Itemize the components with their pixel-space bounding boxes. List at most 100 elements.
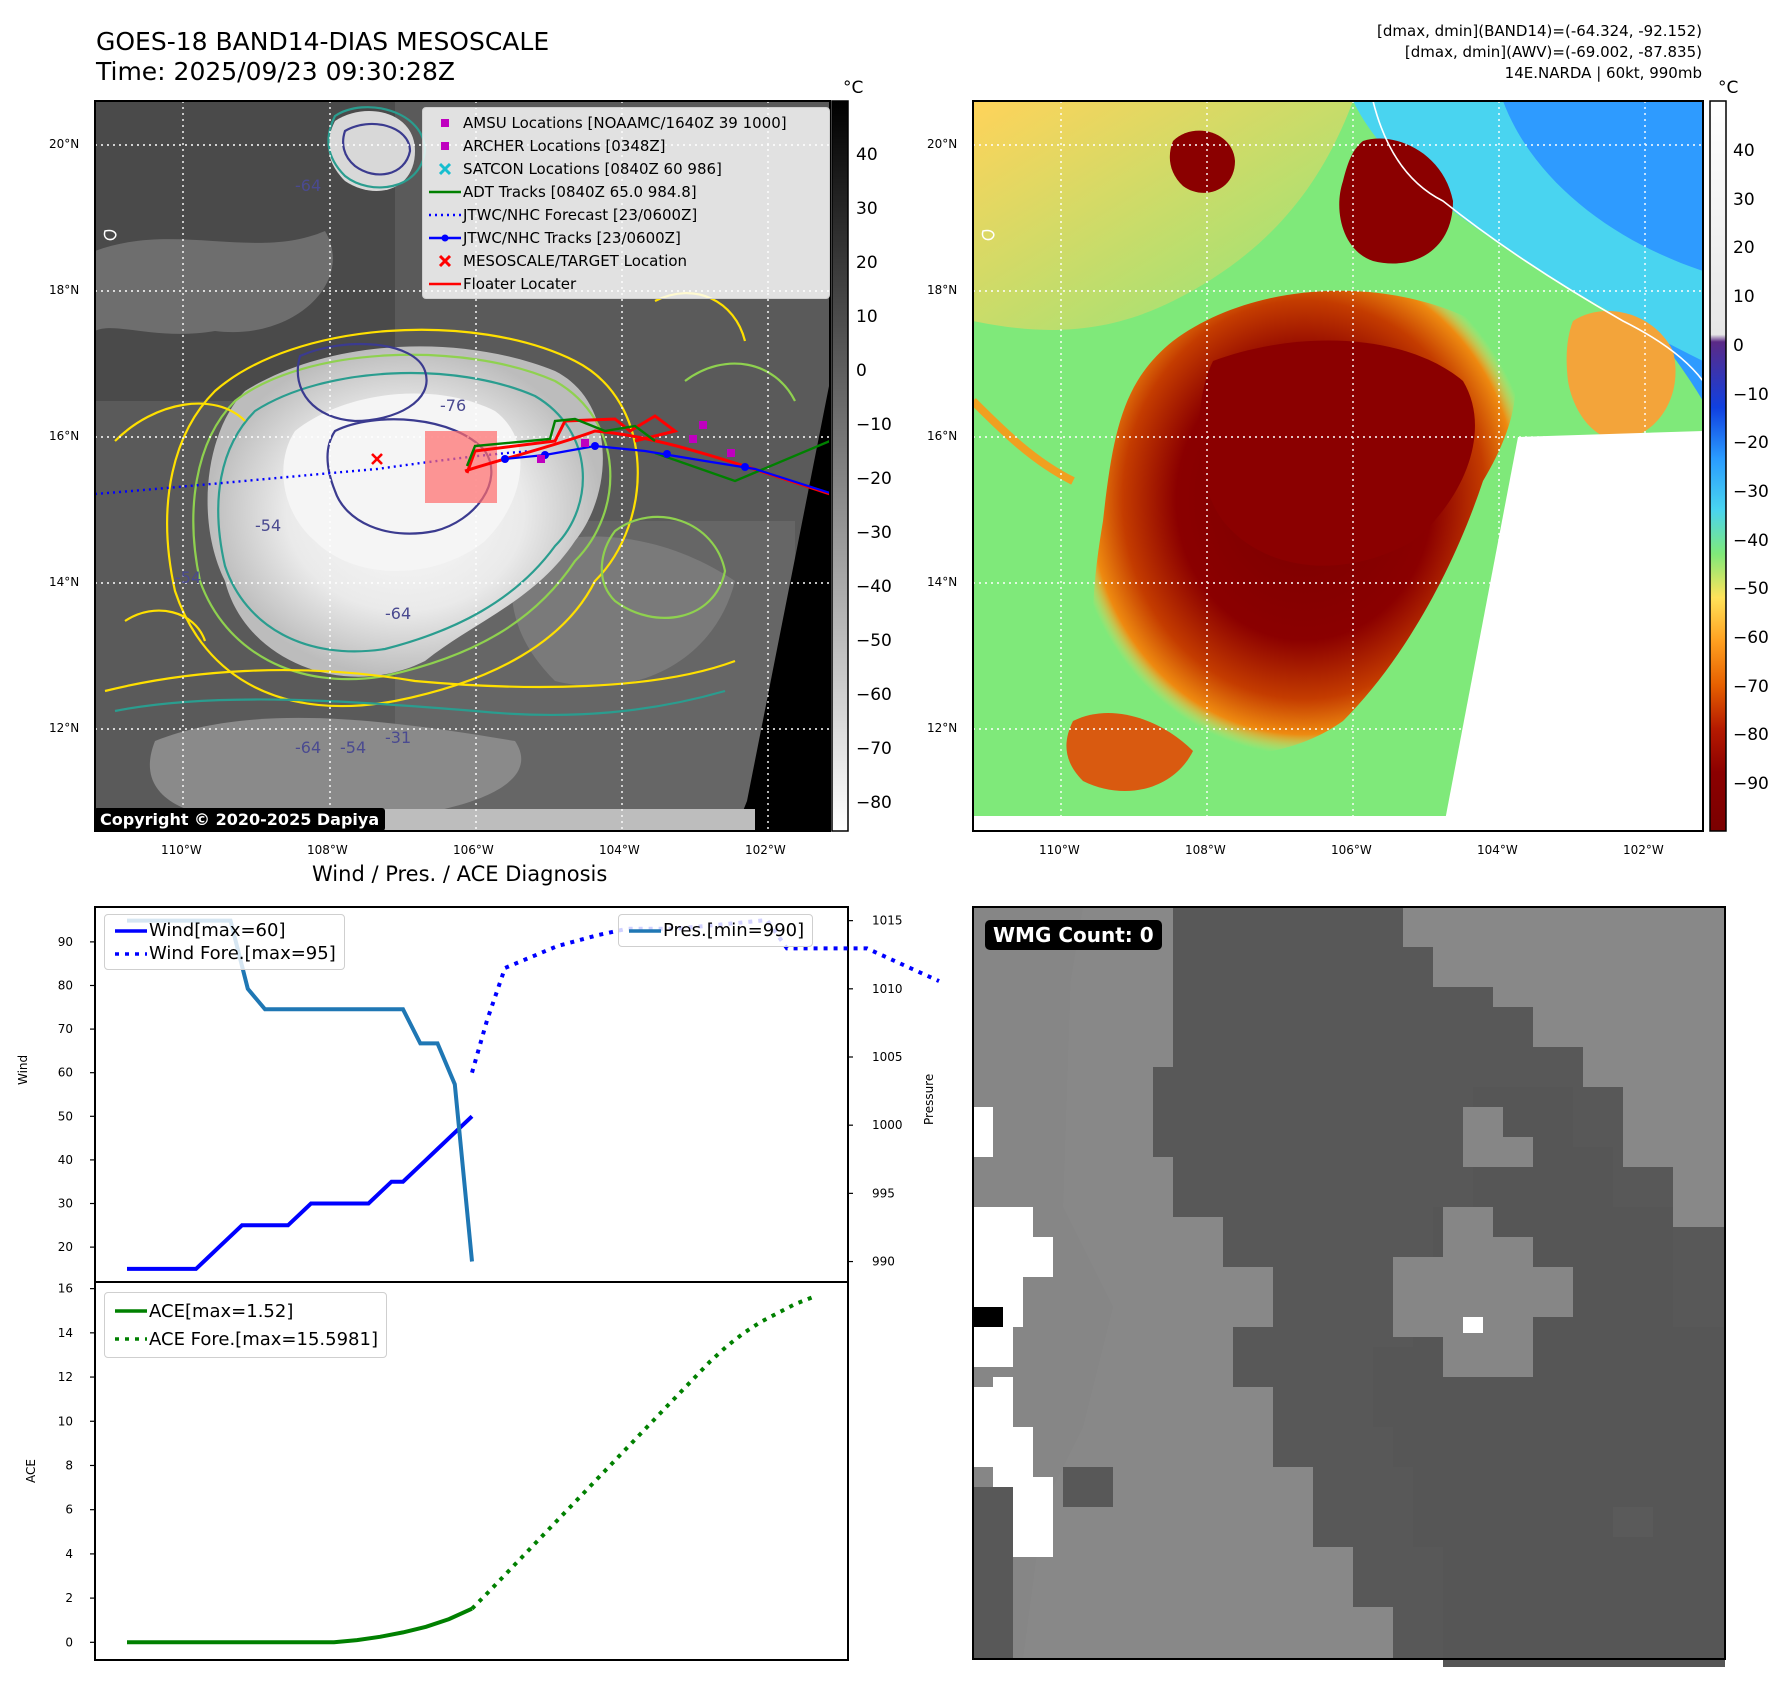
colorbar-tick-label: −50 — [1733, 579, 1769, 600]
wind-tick-label: 50 — [58, 1109, 73, 1123]
map-legend-item: ARCHER Locations [0348Z] — [427, 134, 825, 157]
lat-tick-label: 14°N — [927, 575, 958, 589]
ace-tick-label: 14 — [58, 1326, 73, 1340]
lon-tick-label: 104°W — [1477, 843, 1518, 857]
contour-label: -64 — [295, 176, 321, 195]
lat-tick-label: 18°N — [49, 283, 80, 297]
stats-line1: [dmax, dmin](BAND14)=(-64.324, -92.152) — [1377, 22, 1702, 40]
colorbar-tick-label: −50 — [856, 631, 892, 651]
contour-label: -54 — [175, 568, 201, 587]
lat-tick-label: 20°N — [49, 137, 80, 151]
ace-legend-item: ACE[max=1.52] — [115, 1300, 294, 1322]
figure-title-line1: GOES-18 BAND14-DIAS MESOSCALE — [96, 27, 550, 56]
lat-tick-label: 16°N — [927, 429, 958, 443]
ir-colorbar — [831, 100, 849, 832]
pressure-legend: Pres.[min=990] — [618, 914, 814, 947]
map-legend: AMSU Locations [NOAAMC/1640Z 39 1000] ARC… — [422, 107, 830, 299]
lon-tick-label: 106°W — [453, 843, 494, 857]
ace-tick-label: 8 — [65, 1458, 73, 1472]
wind-legend-item: Wind[max=60] — [115, 920, 286, 941]
pressure-tick-label: 1015 — [872, 914, 903, 928]
colorbar-tick-label: 0 — [856, 361, 867, 381]
map-legend-item: SATCON Locations [0840Z 60 986] — [427, 157, 825, 180]
ace-axes-frame — [94, 1281, 849, 1661]
pressure-tick-label: 990 — [872, 1255, 895, 1269]
ace-line — [127, 1606, 473, 1645]
lat-tick-label: 12°N — [927, 721, 958, 735]
colorbar-tick-label: 20 — [856, 253, 878, 273]
colorbar-tick-label: −80 — [856, 793, 892, 813]
map-legend-item: Floater Locater — [429, 274, 577, 293]
colorbar-tick-label: −90 — [1733, 774, 1769, 795]
contour-label: -31 — [385, 728, 411, 747]
lon-tick-label: 110°W — [161, 843, 202, 857]
colorbar-tick-label: 30 — [856, 199, 878, 219]
lon-tick-label: 110°W — [1039, 843, 1080, 857]
pressure-axis-label: Pressure — [922, 1073, 936, 1125]
wind-tick-label: 70 — [58, 1022, 73, 1036]
copyright-label: Copyright © 2020-2025 Dapiya — [94, 808, 386, 831]
wind-tick-label: 60 — [58, 1066, 73, 1080]
wmg-count-badge: WMG Count: 0 — [985, 920, 1162, 950]
awv-colorbar-unit: °C — [1718, 78, 1739, 98]
pressure-tick-label: 1005 — [872, 1050, 903, 1064]
ir-colorbar-unit: °C — [843, 78, 864, 98]
ace-forecast-line — [470, 1295, 813, 1611]
colorbar-tick-label: 10 — [856, 307, 878, 327]
lon-tick-label: 108°W — [1185, 843, 1226, 857]
ace-legend: ACE[max=1.52] ACE Fore.[max=15.5981] — [104, 1292, 387, 1358]
lat-tick-label: 12°N — [49, 721, 80, 735]
map-legend-item: MESOSCALE/TARGET Location — [427, 249, 825, 272]
lon-tick-label: 104°W — [599, 843, 640, 857]
pressure-legend-item: Pres.[min=990] — [629, 920, 805, 941]
lon-tick-label: 108°W — [307, 843, 348, 857]
colorbar-tick-label: 40 — [856, 145, 878, 165]
wind-forecast-line — [470, 917, 940, 1074]
contour-label: -54 — [255, 516, 281, 535]
wind-tick-label: 30 — [58, 1197, 73, 1211]
lat-tick-label: 14°N — [49, 575, 80, 589]
wind-legend: Wind[max=60] Wind Fore.[max=95] — [104, 914, 345, 970]
wind-line — [127, 1114, 474, 1271]
ace-axis-label: ACE — [24, 1459, 38, 1483]
colorbar-tick-label: 20 — [1733, 238, 1755, 259]
pressure-tick-label: 1000 — [872, 1118, 903, 1132]
ace-forecast-legend-item: ACE Fore.[max=15.5981] — [115, 1328, 378, 1350]
ace-tick-label: 2 — [65, 1591, 73, 1605]
contour-label: -54 — [340, 738, 366, 757]
lat-tick-label: 20°N — [927, 137, 958, 151]
ace-tick-label: 12 — [58, 1370, 73, 1384]
awv-map — [972, 100, 1704, 832]
map-legend-item: ADT Tracks [0840Z 65.0 984.8] — [429, 182, 697, 201]
wind-axis-label: Wind — [16, 1054, 30, 1085]
wind-tick-label: 90 — [58, 935, 73, 949]
lat-tick-label: 16°N — [49, 429, 80, 443]
colorbar-tick-label: −20 — [1733, 433, 1769, 454]
colorbar-tick-label: −20 — [856, 469, 892, 489]
stats-line2: [dmax, dmin](AWV)=(-69.002, -87.835) — [1404, 43, 1702, 61]
lon-tick-label: 106°W — [1331, 843, 1372, 857]
colorbar-tick-label: 10 — [1733, 287, 1755, 308]
ace-tick-label: 4 — [65, 1547, 73, 1561]
colorbar-tick-label: −60 — [856, 685, 892, 705]
colorbar-tick-label: −70 — [856, 739, 892, 759]
contour-label: -76 — [440, 396, 466, 415]
wind-tick-label: 40 — [58, 1153, 73, 1167]
ace-tick-label: 6 — [65, 1503, 73, 1517]
colorbar-tick-label: −40 — [1733, 530, 1769, 551]
lat-tick-label: 18°N — [927, 283, 958, 297]
figure-title-line2: Time: 2025/09/23 09:30:28Z — [96, 57, 455, 86]
colorbar-tick-label: −80 — [1733, 725, 1769, 746]
lon-tick-label: 102°W — [745, 843, 786, 857]
awv-colorbar — [1709, 100, 1727, 832]
map-legend-item: JTWC/NHC Forecast [23/0600Z] — [429, 205, 698, 224]
wind-forecast-legend-item: Wind Fore.[max=95] — [115, 943, 336, 964]
colorbar-tick-label: −10 — [856, 415, 892, 435]
map-legend-item: JTWC/NHC Tracks [23/0600Z] — [427, 226, 825, 249]
wind-tick-label: 20 — [58, 1240, 73, 1254]
colorbar-tick-label: 0 — [1733, 335, 1744, 356]
wmg-pixel-map — [972, 906, 1726, 1667]
colorbar-tick-label: 40 — [1733, 141, 1755, 161]
ace-tick-label: 10 — [58, 1414, 73, 1428]
